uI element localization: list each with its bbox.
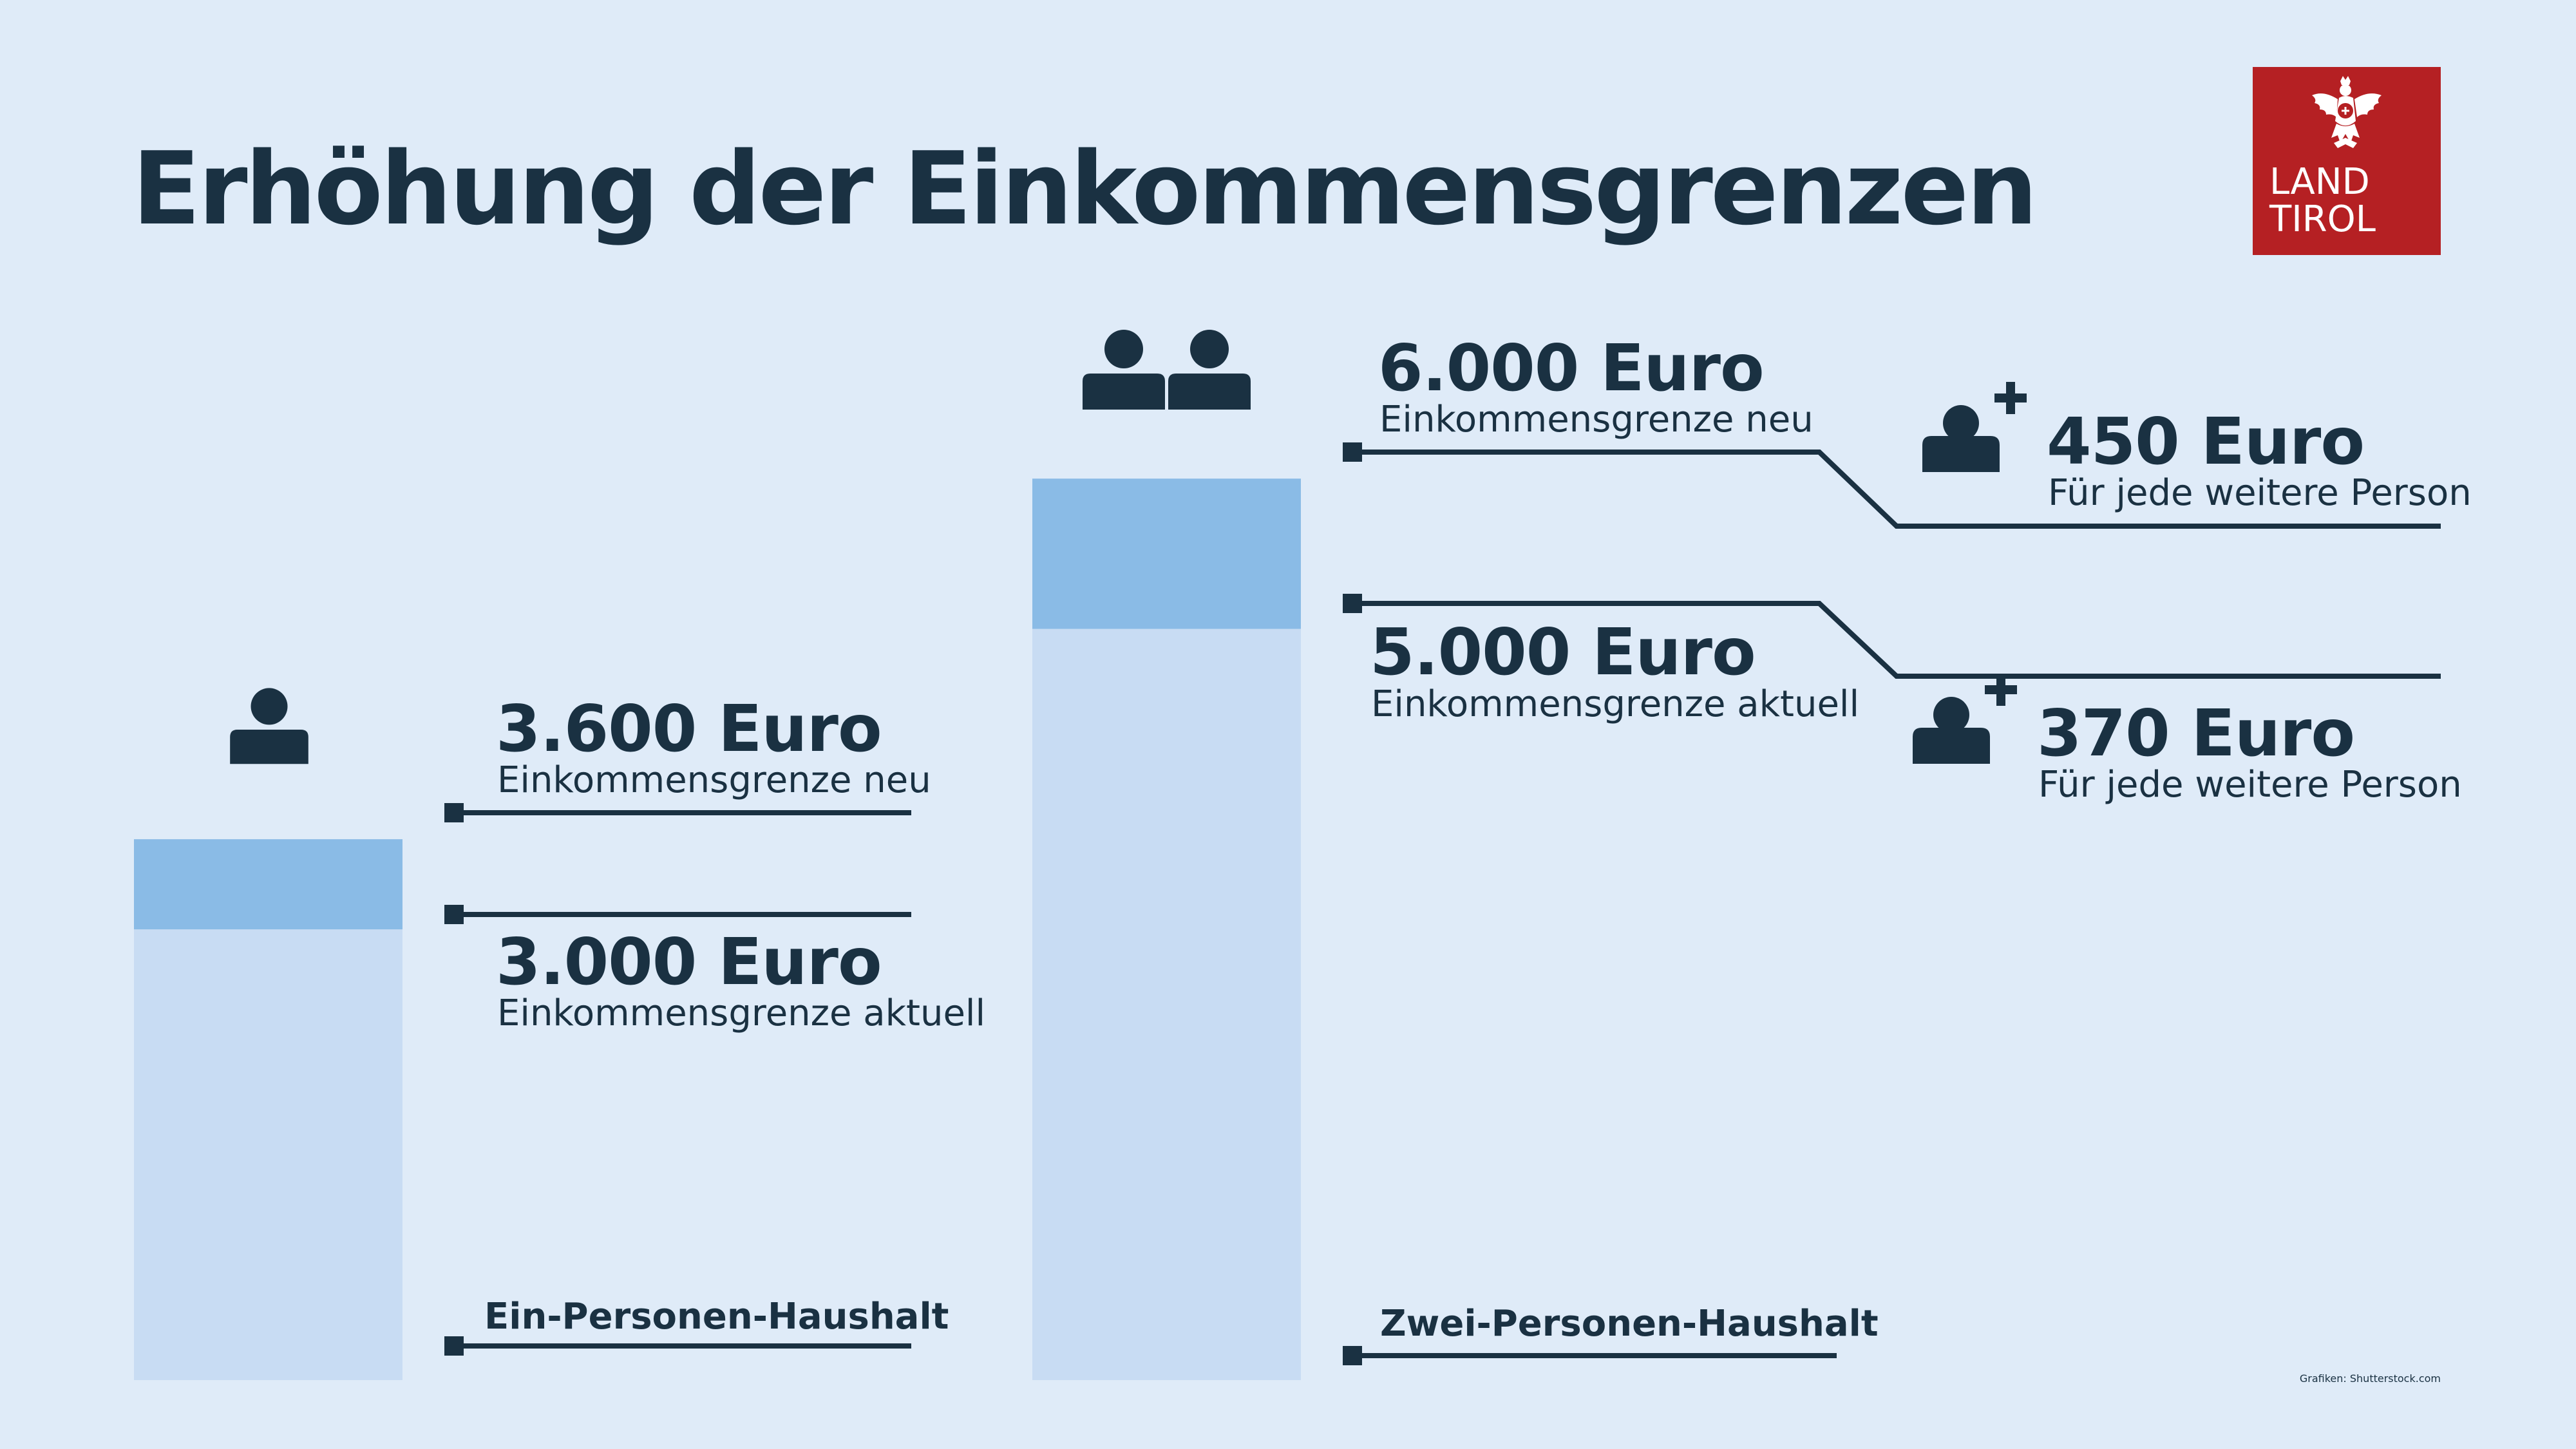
double-new-caption: Einkommensgrenze neu xyxy=(1379,399,1814,440)
double-current-annotation: 5.000 Euro Einkommensgrenze aktuell xyxy=(1343,594,2441,725)
logo-text: LAND TIROL xyxy=(2269,161,2376,240)
bar-current-single xyxy=(134,929,402,1380)
single-new-value-label: 3.600 Euro xyxy=(496,691,882,766)
per-person-current-annotation: 370 Euro Für jede weitere Person xyxy=(1913,674,2462,806)
image-credit: Grafiken: Shutterstock.com xyxy=(2300,1372,2441,1385)
bar-group xyxy=(134,478,1301,1380)
per-person-new-caption: Für jede weitere Person xyxy=(2048,472,2472,514)
bar-current-double xyxy=(1032,629,1301,1380)
single-new-annotation: 3.600 Euro Einkommensgrenze neu xyxy=(444,691,931,822)
single-current-caption: Einkommensgrenze aktuell xyxy=(497,992,985,1034)
connector-line xyxy=(1352,601,2441,679)
two-persons-icon xyxy=(1083,330,1251,410)
connector-line xyxy=(1352,450,2441,529)
tirol-eagle-icon xyxy=(2312,76,2382,148)
category-label-double: Zwei-Personen-Haushalt xyxy=(1380,1303,1879,1345)
land-tirol-logo: LAND TIROL xyxy=(2253,67,2441,255)
person-plus-icon xyxy=(1913,674,2017,764)
category-label-single: Ein-Personen-Haushalt xyxy=(484,1296,949,1338)
per-person-new-value-label: 450 Euro xyxy=(2047,404,2364,479)
single-current-annotation: 3.000 Euro Einkommensgrenze aktuell xyxy=(444,905,985,1034)
person-plus-icon xyxy=(1922,382,2027,472)
double-current-value-label: 5.000 Euro xyxy=(1370,614,1756,690)
double-current-caption: Einkommensgrenze aktuell xyxy=(1371,683,1859,725)
single-new-caption: Einkommensgrenze neu xyxy=(497,759,931,801)
single-category-annotation: Ein-Personen-Haushalt xyxy=(444,1296,949,1356)
double-category-annotation: Zwei-Personen-Haushalt xyxy=(1343,1303,1879,1365)
per-person-new-annotation: 450 Euro Für jede weitere Person xyxy=(1922,382,2472,514)
per-person-current-caption: Für jede weitere Person xyxy=(2038,764,2462,806)
single-person-icon xyxy=(230,688,308,764)
single-current-value-label: 3.000 Euro xyxy=(496,924,882,999)
per-person-current-value-label: 370 Euro xyxy=(2037,696,2354,771)
bar-increase-single xyxy=(134,839,402,930)
page-title: Erhöhung der Einkommensgrenzen xyxy=(132,130,2038,247)
double-new-annotation: 6.000 Euro Einkommensgrenze neu xyxy=(1343,330,2441,529)
bar-increase-double xyxy=(1032,478,1301,629)
double-new-value-label: 6.000 Euro xyxy=(1378,330,1764,406)
